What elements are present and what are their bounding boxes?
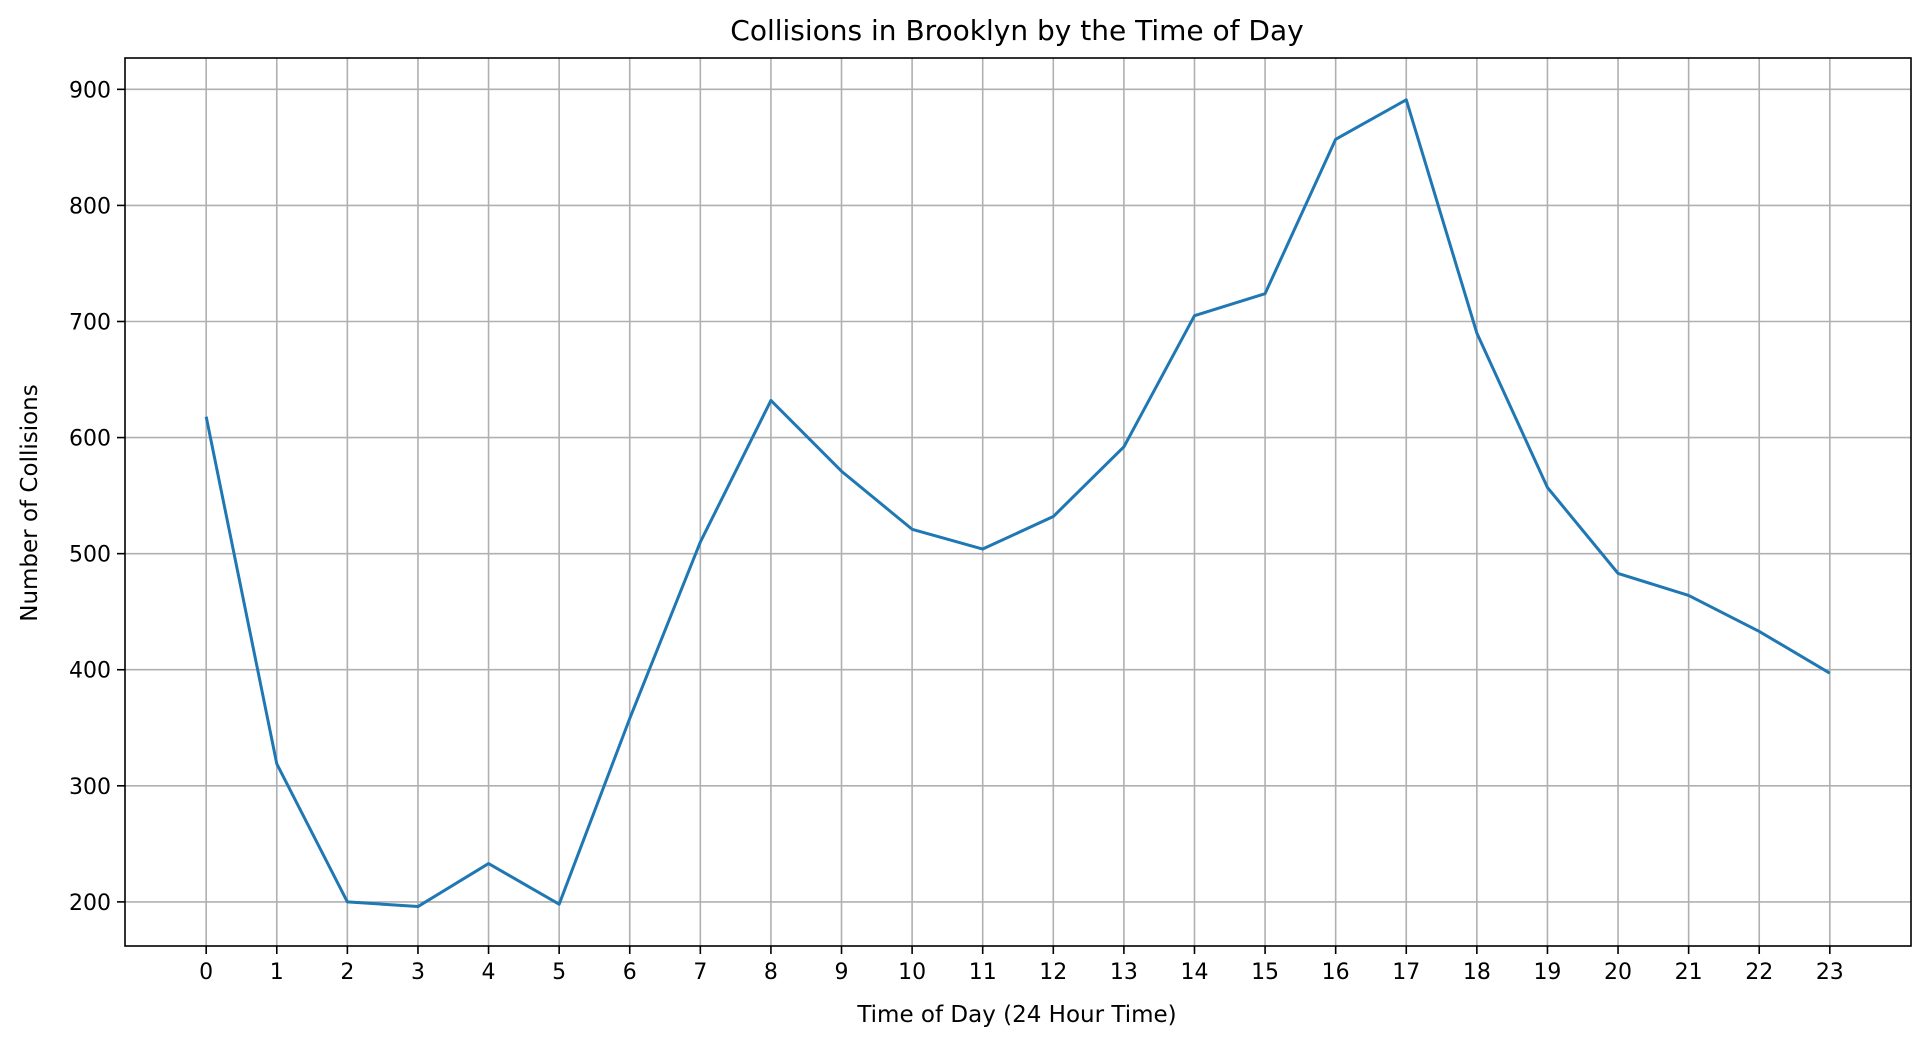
series-layer — [204, 98, 1831, 909]
x-tick-label: 19 — [1533, 960, 1561, 985]
y-tick-label: 700 — [69, 310, 111, 335]
x-tick-label: 6 — [623, 960, 637, 985]
y-tick-label: 400 — [69, 659, 111, 684]
x-tick-label: 18 — [1463, 960, 1491, 985]
x-tick-label: 5 — [552, 960, 566, 985]
x-tick-label: 23 — [1816, 960, 1844, 985]
series-line — [204, 98, 1831, 909]
y-axis-label: Number of Collisions — [17, 384, 43, 622]
x-tick-label: 9 — [835, 960, 849, 985]
x-tick-label: 4 — [482, 960, 496, 985]
chart-title: Collisions in Brooklyn by the Time of Da… — [730, 14, 1303, 47]
x-tick-label: 11 — [969, 960, 997, 985]
x-tick-label: 1 — [270, 960, 284, 985]
x-tick-label: 17 — [1392, 960, 1420, 985]
y-tick-label: 500 — [69, 543, 111, 568]
x-tick-label: 14 — [1180, 960, 1208, 985]
plot-frame — [124, 57, 1912, 947]
x-tick-label: 21 — [1675, 960, 1703, 985]
axis-ticks: 0 1 2 3 4 5 6 7 8 9 10 11 12 13 14 15 16 17 18 19 20 21 22 2320… — [69, 78, 1844, 985]
x-tick-label: 3 — [411, 960, 425, 985]
y-tick-label: 300 — [69, 775, 111, 800]
y-tick-label: 200 — [69, 891, 111, 916]
y-tick-label: 800 — [69, 194, 111, 219]
x-tick-label: 2 — [340, 960, 354, 985]
x-tick-label: 10 — [898, 960, 926, 985]
x-tick-label: 22 — [1745, 960, 1773, 985]
x-tick-label: 12 — [1039, 960, 1067, 985]
grid — [125, 58, 1911, 946]
x-tick-label: 8 — [764, 960, 778, 985]
x-tick-label: 20 — [1604, 960, 1632, 985]
x-tick-label: 15 — [1251, 960, 1279, 985]
y-tick-label: 900 — [69, 78, 111, 103]
x-tick-label: 0 — [199, 960, 213, 985]
y-tick-label: 600 — [69, 427, 111, 452]
x-tick-label: 13 — [1110, 960, 1138, 985]
x-axis-label: Time of Day (24 Hour Time) — [856, 1002, 1176, 1028]
x-tick-label: 16 — [1322, 960, 1350, 985]
x-tick-label: 7 — [693, 960, 707, 985]
